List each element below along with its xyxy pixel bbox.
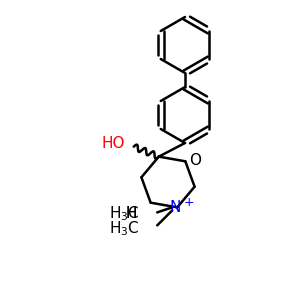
Text: O: O [189, 153, 201, 168]
Text: N: N [169, 200, 181, 215]
Text: H$_3$C: H$_3$C [109, 219, 139, 238]
Text: HO: HO [101, 136, 125, 151]
Text: +: + [183, 196, 194, 209]
Text: H$_3$C: H$_3$C [109, 204, 139, 223]
Text: H: H [126, 206, 137, 221]
Text: H: H [126, 206, 137, 221]
